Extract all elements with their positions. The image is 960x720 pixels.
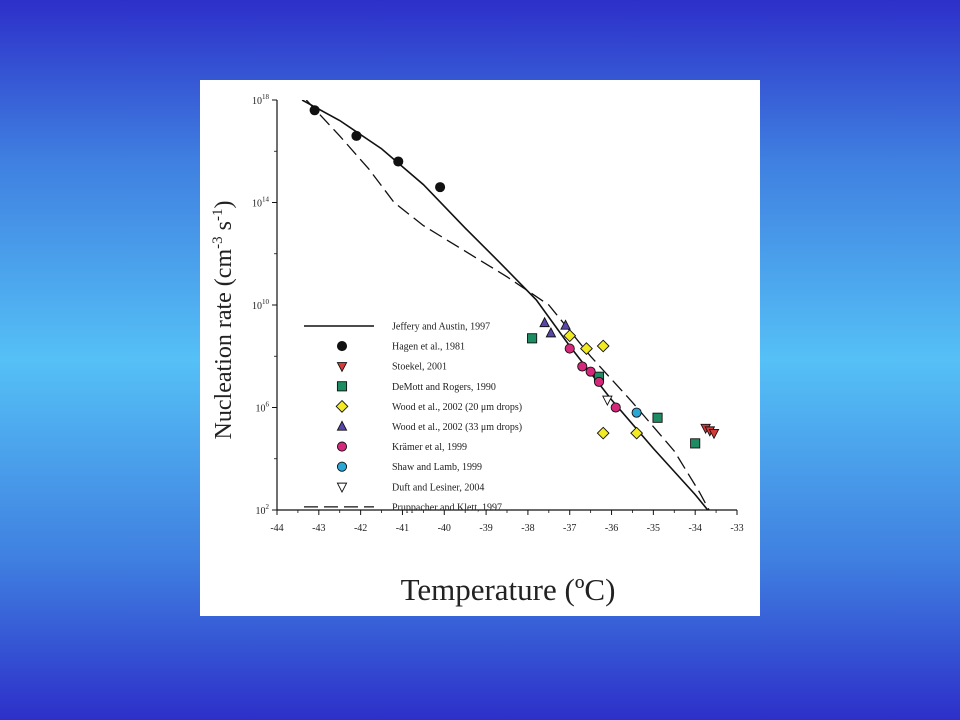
demott-and-rogers-1990-point (527, 333, 538, 344)
wood-et-al-2002-20-m-drops-point (563, 329, 577, 343)
legend-swatch-stoekel-2001 (336, 362, 348, 373)
series-markers (309, 105, 720, 449)
hagen-et-al-1981-point (435, 182, 446, 193)
nucleation-rate-chart: -44 -43 -42 -41 -40 -39 -38 -37 -36 -35 -34 -33 102… (210, 93, 744, 607)
y-axis-title-main: Nucleation rate (cm (211, 249, 237, 440)
x-tick-labels: -44 -43 -42 -41 -40 -39 -38 -37 -36 -35 -34 -33 (270, 523, 743, 534)
y-axis-title-exp1: -3 (210, 236, 226, 249)
series-lines (301, 100, 710, 510)
hagen-et-al-1981-point (309, 105, 320, 116)
wood-et-al-2002-33-m-drops-point (560, 319, 571, 330)
demott-and-rogers-1990-point (652, 412, 663, 423)
legend-swatch-demott-and-rogers-1990 (336, 381, 348, 392)
wood-et-al-2002-33-m-drops-point (539, 316, 550, 328)
legend-swatch-hagen-et-al-1981 (336, 341, 348, 352)
legend-label: Pruppacher and Klett, 1997 (392, 502, 502, 513)
x-tick-label: -44 (270, 523, 283, 534)
legend-label: Wood et al., 2002 (20 μm drops) (392, 402, 522, 413)
x-tick-label: -35 (647, 523, 660, 534)
duft-and-lesiner-2004-point (602, 395, 613, 406)
y-tick-label: 1014 (252, 196, 270, 210)
x-axis-title: Temperature (ºC) (401, 572, 616, 607)
y-tick-label: 1018 (252, 93, 270, 107)
kr-mer-et-al-1999-point (577, 361, 588, 372)
y-axis-title-mid: s (211, 221, 237, 236)
axes-frame (272, 99, 738, 515)
legend-label: Stoekel, 2001 (392, 362, 447, 373)
x-tick-label: -36 (605, 523, 618, 534)
x-tick-label: -40 (438, 523, 451, 534)
kr-mer-et-al-1999-point (564, 343, 575, 354)
legend-swatch-wood-et-al-2002-33-m-drops (336, 420, 348, 431)
y-tick-label: 102 (256, 503, 270, 517)
x-tick-label: -38 (521, 523, 534, 534)
hagen-et-al-1981-point (393, 156, 404, 167)
x-tick-label: -37 (563, 523, 576, 534)
x-tick-label: -39 (479, 523, 492, 534)
stoekel-2001-point (708, 428, 720, 440)
kr-mer-et-al-1999-point (593, 376, 605, 387)
x-tick-label: -41 (396, 523, 409, 534)
jeffery-and-austin-1997-line (301, 100, 709, 510)
x-tick-label: -43 (312, 523, 325, 534)
y-tick-label: 106 (256, 401, 270, 415)
kr-mer-et-al-1999-point (610, 402, 621, 413)
kr-mer-et-al-1999-point (585, 366, 596, 377)
y-axis-title-end: ) (211, 201, 237, 209)
legend-label: Wood et al., 2002 (33 μm drops) (392, 422, 522, 433)
legend-swatch-shaw-and-lamb-1999 (336, 461, 348, 472)
legend-swatch-kr-mer-et-al-1999 (336, 441, 348, 452)
demott-and-rogers-1990-point (690, 438, 701, 449)
y-tick-labels: 102 106 1010 1014 1018 (252, 93, 270, 517)
wood-et-al-2002-20-m-drops-point (630, 426, 644, 440)
x-tick-label: -34 (689, 523, 702, 534)
y-axis-title: Nucleation rate (cm-3 s-1) (210, 201, 237, 440)
legend-label: Duft and Lesiner, 2004 (392, 482, 484, 493)
wood-et-al-2002-20-m-drops-point (580, 342, 593, 355)
wood-et-al-2002-20-m-drops-point (596, 426, 610, 440)
pruppacher-and-klett-1997-line (305, 100, 710, 510)
legend-swatch-duft-and-lesiner-2004 (336, 482, 348, 493)
legend-label: DeMott and Rogers, 1990 (392, 382, 496, 393)
y-tick-label: 1010 (252, 298, 270, 312)
legend-label: Shaw and Lamb, 1999 (392, 462, 482, 473)
wood-et-al-2002-20-m-drops-point (596, 339, 610, 353)
wood-et-al-2002-33-m-drops-point (545, 327, 557, 338)
x-tick-label: -42 (354, 523, 367, 534)
x-tick-label: -33 (730, 523, 743, 534)
shaw-and-lamb-1999-point (631, 407, 642, 418)
legend-label: Hagen et al., 1981 (392, 342, 465, 353)
y-axis-title-exp2: -1 (210, 209, 226, 222)
legend-swatch-wood-et-al-2002-20-m-drops (335, 399, 349, 413)
legend: Jeffery and Austin, 1997 Hagen et al., 19… (304, 322, 522, 513)
legend-label: Krämer et al, 1999 (392, 442, 467, 453)
legend-label: Jeffery and Austin, 1997 (392, 322, 490, 333)
chart-panel: -44 -43 -42 -41 -40 -39 -38 -37 -36 -35 -34 -33 102… (200, 80, 760, 616)
hagen-et-al-1981-point (351, 130, 362, 141)
